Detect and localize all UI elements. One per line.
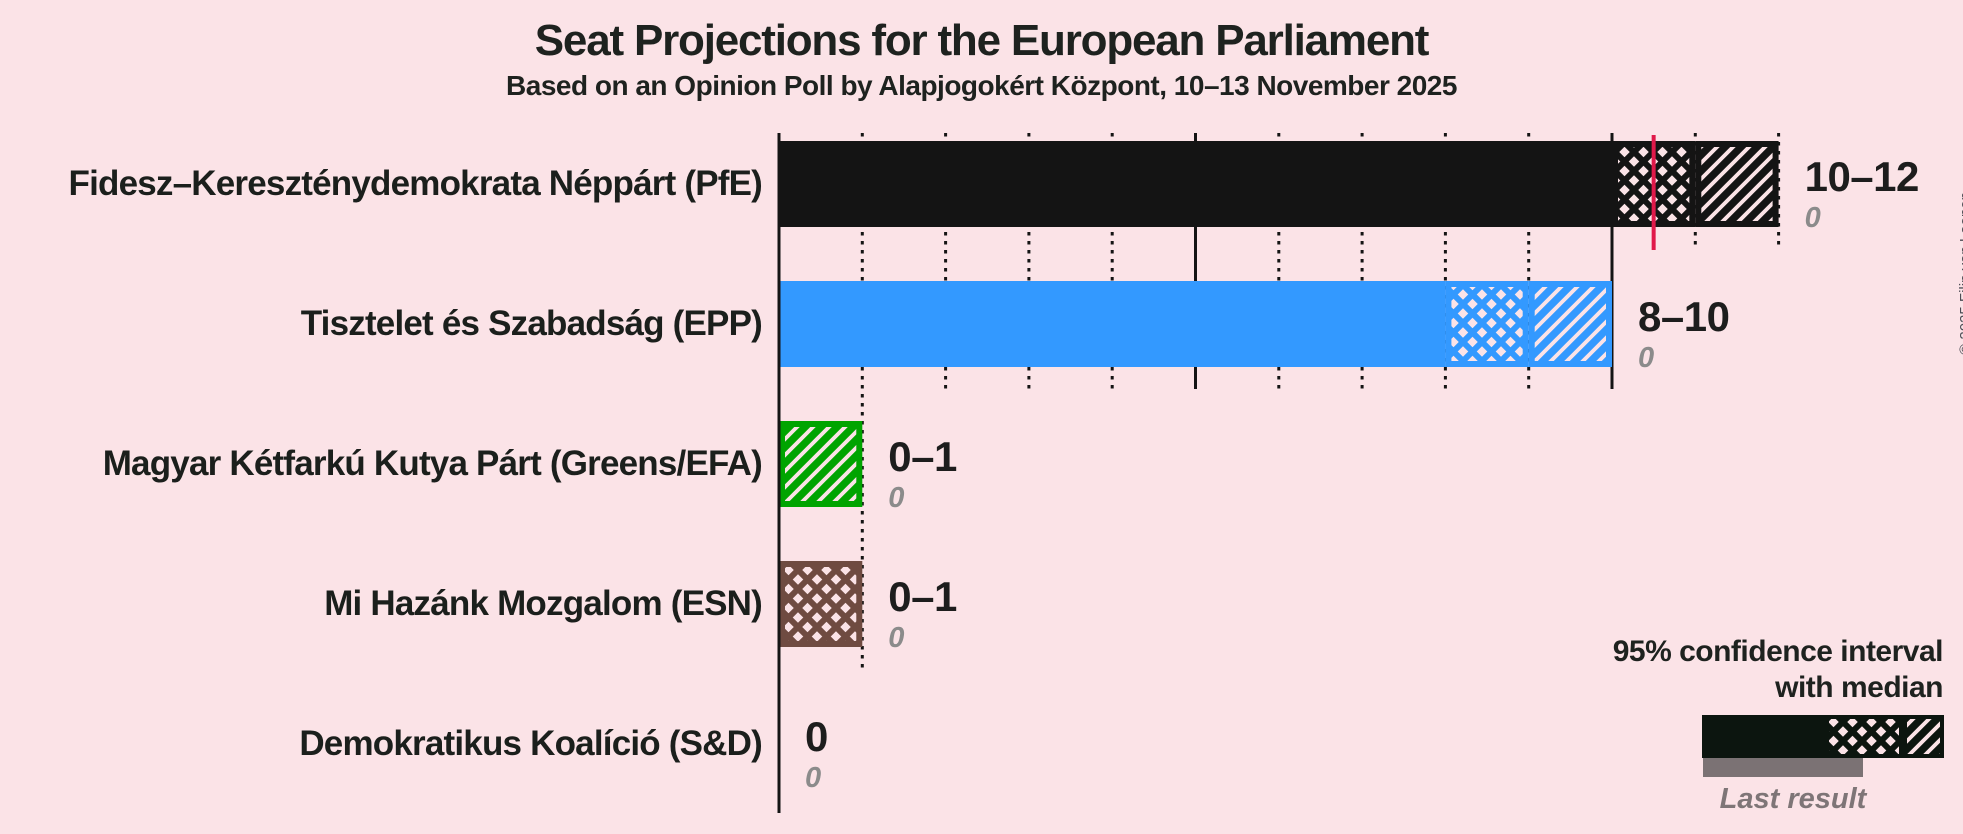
- last-result-value: 0: [888, 622, 905, 654]
- legend-ci-line2: with median: [1775, 671, 1943, 704]
- value-block: 10–12 0: [1804, 153, 1920, 234]
- value-block: 0–1 0: [888, 433, 957, 514]
- ci-range-label: 0–1: [888, 573, 957, 620]
- bar-crosshatch-segment: [779, 561, 863, 647]
- party-label: Demokratikus Koalíció (S&D): [299, 724, 762, 763]
- value-block: 0–1 0: [888, 573, 957, 654]
- ci-range-label: 0: [805, 713, 828, 760]
- bar-solid-segment: [779, 141, 1612, 227]
- party-label: Fidesz–Kereszténydemokrata Néppárt (PfE): [68, 164, 763, 203]
- chart-subtitle: Based on an Opinion Poll by Alapjogokért…: [506, 70, 1457, 101]
- bar-diagonal-segment: [1695, 141, 1779, 227]
- ci-range-label: 10–12: [1804, 153, 1920, 200]
- last-result-value: 0: [805, 762, 822, 794]
- chart-title: Seat Projections for the European Parlia…: [534, 16, 1430, 65]
- legend-sample-solid: [1702, 715, 1825, 758]
- legend-sample-diagonal: [1903, 715, 1944, 758]
- bar-solid-segment: [779, 281, 1446, 367]
- last-result-value: 0: [1804, 202, 1821, 234]
- legend-last-result-label: Last result: [1719, 783, 1867, 815]
- bar-diagonal-segment: [779, 421, 863, 507]
- legend-ci-line1: 95% confidence interval: [1612, 635, 1944, 668]
- bar-crosshatch-segment: [1445, 281, 1529, 367]
- legend-last-result-bar: [1703, 758, 1863, 777]
- party-label: Tisztelet és Szabadság (EPP): [300, 304, 763, 343]
- ci-range-label: 0–1: [888, 433, 957, 480]
- legend-sample-crosshatch: [1825, 715, 1903, 758]
- ci-range-label: 8–10: [1638, 293, 1730, 340]
- legend-ci-label: 95% confidence interval with median: [1612, 634, 1944, 706]
- party-label: Mi Hazánk Mozgalom (ESN): [324, 584, 763, 623]
- value-block: 8–10 0: [1638, 293, 1730, 374]
- last-result-value: 0: [888, 482, 905, 514]
- bar-diagonal-segment: [1528, 281, 1612, 367]
- last-result-value: 0: [1638, 342, 1655, 374]
- party-label: Magyar Kétfarkú Kutya Párt (Greens/EFA): [102, 444, 763, 483]
